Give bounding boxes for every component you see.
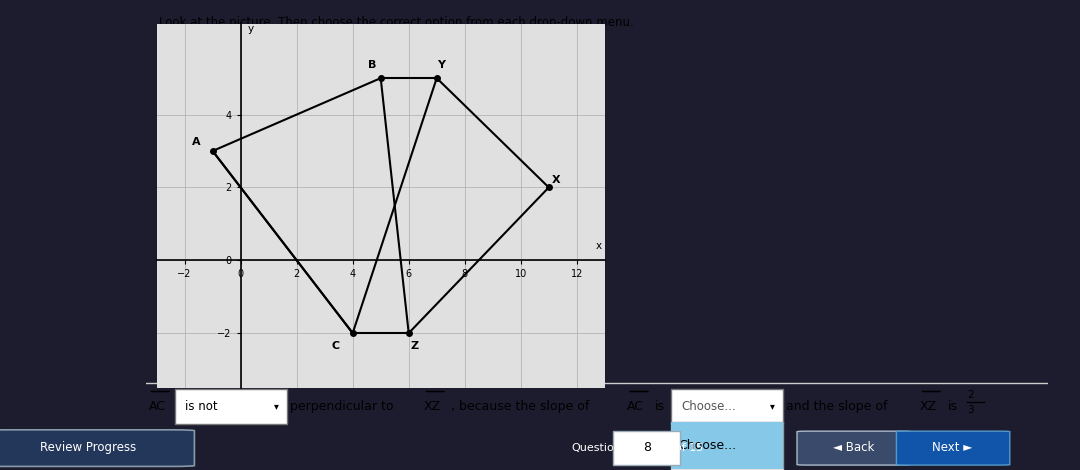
Text: Y: Y: [437, 60, 445, 70]
Text: ▾: ▾: [274, 401, 279, 412]
Text: 2: 2: [968, 390, 974, 400]
Text: 3: 3: [968, 405, 974, 415]
Text: x: x: [596, 241, 603, 251]
Bar: [671, 422, 783, 469]
Text: AC: AC: [627, 400, 645, 413]
Text: B: B: [368, 60, 377, 70]
Text: y: y: [247, 24, 254, 33]
FancyBboxPatch shape: [671, 389, 783, 424]
Text: AC: AC: [149, 400, 165, 413]
Bar: [671, 422, 783, 470]
Text: Question: Question: [571, 443, 621, 453]
Text: Z: Z: [410, 341, 418, 351]
FancyBboxPatch shape: [613, 431, 680, 465]
Text: Choose...: Choose...: [681, 400, 737, 413]
Text: , because the slope of: , because the slope of: [450, 400, 589, 413]
Text: ▾: ▾: [770, 401, 774, 412]
FancyBboxPatch shape: [896, 431, 1010, 465]
Text: XZ: XZ: [919, 400, 936, 413]
Text: XZ: XZ: [423, 400, 441, 413]
Text: Review Progress: Review Progress: [40, 441, 137, 454]
Text: perpendicular to: perpendicular to: [291, 400, 393, 413]
FancyBboxPatch shape: [797, 431, 910, 465]
Text: Choose...: Choose...: [678, 439, 735, 452]
Text: X: X: [552, 175, 561, 185]
Text: Next ►: Next ►: [932, 441, 973, 454]
Text: ◄ Back: ◄ Back: [833, 441, 874, 454]
Text: C: C: [332, 341, 340, 351]
Text: is not: is not: [186, 400, 218, 413]
Text: and the slope of: and the slope of: [786, 400, 888, 413]
Text: A: A: [191, 137, 200, 147]
Text: is: is: [947, 400, 958, 413]
FancyBboxPatch shape: [175, 389, 287, 424]
Text: is: is: [656, 400, 665, 413]
Text: 8: 8: [643, 441, 651, 454]
Text: Look at the picture. Then choose the correct option from each drop-down menu.: Look at the picture. Then choose the cor…: [160, 16, 634, 30]
FancyBboxPatch shape: [0, 430, 194, 466]
Text: of 15: of 15: [675, 443, 703, 453]
